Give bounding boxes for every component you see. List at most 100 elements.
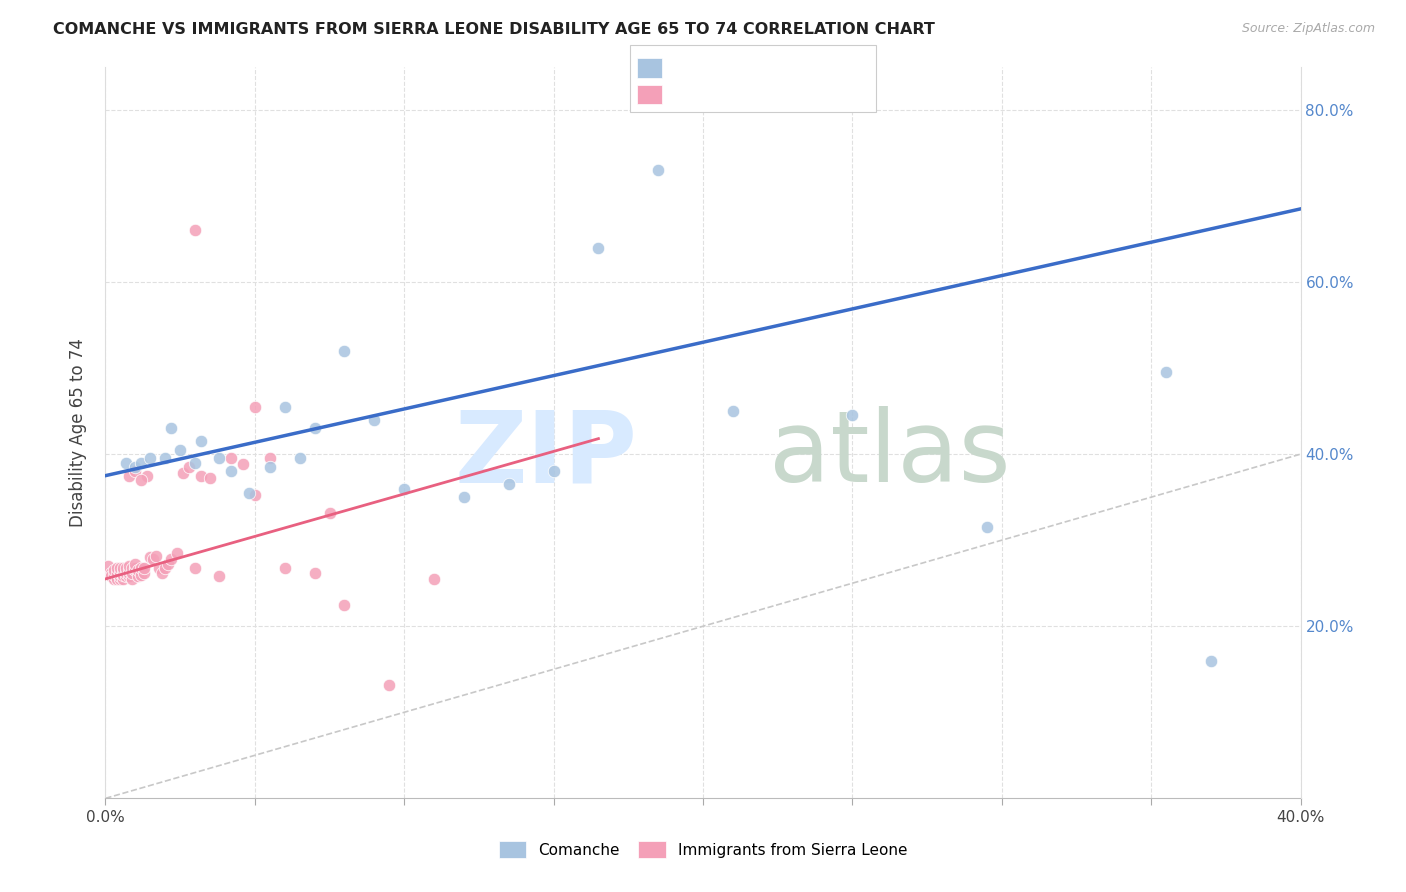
Point xyxy=(160,552,183,566)
Point xyxy=(112,560,135,574)
Point xyxy=(121,560,143,574)
Point xyxy=(453,490,475,504)
Point xyxy=(115,560,138,574)
Point xyxy=(304,566,326,580)
Point xyxy=(110,566,132,580)
Point xyxy=(184,560,207,574)
Point xyxy=(841,409,863,423)
Point xyxy=(304,421,326,435)
Point xyxy=(976,520,998,534)
Point xyxy=(124,563,146,577)
Point xyxy=(118,569,141,583)
Point xyxy=(148,560,170,574)
Point xyxy=(543,464,565,478)
Point xyxy=(157,558,180,572)
Point xyxy=(378,678,401,692)
Point xyxy=(1199,654,1222,668)
Point xyxy=(232,458,254,472)
Point xyxy=(160,421,183,435)
Point xyxy=(103,563,125,577)
Text: COMANCHE VS IMMIGRANTS FROM SIERRA LEONE DISABILITY AGE 65 TO 74 CORRELATION CHA: COMANCHE VS IMMIGRANTS FROM SIERRA LEONE… xyxy=(53,22,935,37)
Point xyxy=(243,400,266,414)
Point xyxy=(97,559,120,574)
Point xyxy=(115,566,138,580)
Point xyxy=(134,566,156,580)
Point xyxy=(124,460,146,475)
Point xyxy=(127,569,149,583)
Point xyxy=(112,567,135,582)
Y-axis label: Disability Age 65 to 74: Disability Age 65 to 74 xyxy=(69,338,87,527)
Point xyxy=(134,560,156,574)
Point xyxy=(190,468,212,483)
Legend: Comanche, Immigrants from Sierra Leone: Comanche, Immigrants from Sierra Leone xyxy=(492,835,914,863)
Point xyxy=(333,598,356,612)
Point xyxy=(142,552,165,566)
Point xyxy=(394,482,416,496)
Point xyxy=(112,563,135,577)
Point xyxy=(115,456,138,470)
Point xyxy=(259,451,281,466)
Text: R = 0.331: R = 0.331 xyxy=(672,56,752,71)
Point xyxy=(243,488,266,502)
Point xyxy=(318,506,340,520)
Point xyxy=(155,451,177,466)
Point xyxy=(129,473,153,487)
Text: R = 0.281: R = 0.281 xyxy=(672,83,752,98)
Point xyxy=(208,569,231,583)
Point xyxy=(333,343,356,358)
Point xyxy=(184,456,207,470)
Point xyxy=(1154,365,1177,379)
Text: Source: ZipAtlas.com: Source: ZipAtlas.com xyxy=(1241,22,1375,36)
Point xyxy=(238,486,260,500)
Point xyxy=(273,560,295,574)
Point xyxy=(107,572,129,586)
Point xyxy=(208,451,231,466)
Point xyxy=(107,566,129,580)
Point xyxy=(129,567,153,582)
Point xyxy=(177,460,201,475)
Point xyxy=(145,549,167,563)
Point xyxy=(219,464,242,478)
Point xyxy=(110,572,132,586)
Text: N = 68: N = 68 xyxy=(785,83,845,98)
Point xyxy=(219,451,242,466)
Point xyxy=(124,464,146,478)
Point xyxy=(124,560,146,574)
Point xyxy=(121,566,143,580)
Point xyxy=(190,434,212,449)
Point xyxy=(129,456,153,470)
Point xyxy=(150,566,173,580)
Text: N = 29: N = 29 xyxy=(785,56,845,71)
Point xyxy=(169,442,191,457)
Point xyxy=(155,560,177,574)
Text: atlas: atlas xyxy=(769,406,1011,503)
Point xyxy=(107,560,129,574)
Point xyxy=(100,569,122,583)
Point xyxy=(118,566,141,580)
Point xyxy=(498,477,520,491)
Point xyxy=(129,560,153,574)
Point xyxy=(103,572,125,586)
Point xyxy=(259,460,281,475)
Point xyxy=(588,241,610,255)
Point xyxy=(139,451,162,466)
Point xyxy=(110,560,132,574)
Text: ZIP: ZIP xyxy=(454,406,637,503)
Point xyxy=(103,567,125,582)
Point xyxy=(721,404,744,418)
Point xyxy=(110,569,132,583)
Point xyxy=(121,572,143,586)
Point xyxy=(118,563,141,577)
Point xyxy=(118,468,141,483)
Point xyxy=(139,550,162,565)
Point xyxy=(118,559,141,574)
Point xyxy=(288,451,311,466)
Point xyxy=(273,400,295,414)
Point xyxy=(136,468,159,483)
Point xyxy=(166,546,188,560)
Point xyxy=(112,572,135,586)
Point xyxy=(423,572,446,586)
Point xyxy=(184,223,207,237)
Point xyxy=(100,566,122,580)
Point xyxy=(115,569,138,583)
